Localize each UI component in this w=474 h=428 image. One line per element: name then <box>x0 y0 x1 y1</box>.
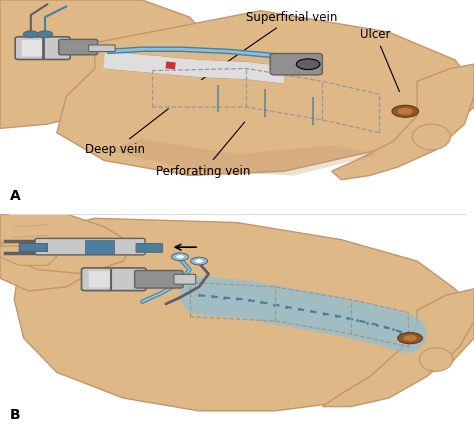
Circle shape <box>37 31 53 38</box>
Circle shape <box>398 333 422 344</box>
Polygon shape <box>0 214 133 274</box>
Text: A: A <box>9 189 20 203</box>
Polygon shape <box>57 11 474 175</box>
FancyBboxPatch shape <box>89 45 115 52</box>
FancyBboxPatch shape <box>35 238 145 255</box>
FancyBboxPatch shape <box>59 39 98 55</box>
FancyBboxPatch shape <box>22 40 45 56</box>
FancyBboxPatch shape <box>136 244 163 253</box>
Polygon shape <box>104 139 379 175</box>
Bar <box>19 243 47 251</box>
FancyBboxPatch shape <box>135 270 183 288</box>
FancyBboxPatch shape <box>15 37 70 59</box>
Polygon shape <box>322 289 474 407</box>
Polygon shape <box>0 223 114 291</box>
FancyBboxPatch shape <box>82 268 146 291</box>
Circle shape <box>172 253 189 261</box>
Text: Superficial vein: Superficial vein <box>201 11 338 80</box>
Polygon shape <box>0 246 57 265</box>
Text: Ulcer: Ulcer <box>360 28 400 92</box>
Circle shape <box>23 31 38 38</box>
Polygon shape <box>332 64 474 180</box>
Circle shape <box>403 335 417 341</box>
Ellipse shape <box>412 124 450 150</box>
FancyBboxPatch shape <box>89 271 110 288</box>
Text: Perforating vein: Perforating vein <box>156 122 251 178</box>
Circle shape <box>176 255 184 259</box>
Circle shape <box>195 259 203 263</box>
Circle shape <box>296 59 320 70</box>
Circle shape <box>392 105 419 117</box>
FancyBboxPatch shape <box>270 54 322 75</box>
FancyBboxPatch shape <box>174 274 196 284</box>
Polygon shape <box>14 218 474 411</box>
Polygon shape <box>0 0 213 128</box>
Text: B: B <box>9 407 20 422</box>
Bar <box>85 240 114 253</box>
Ellipse shape <box>419 348 453 371</box>
Circle shape <box>191 257 208 265</box>
Text: Deep vein: Deep vein <box>85 109 168 156</box>
Circle shape <box>398 108 413 115</box>
